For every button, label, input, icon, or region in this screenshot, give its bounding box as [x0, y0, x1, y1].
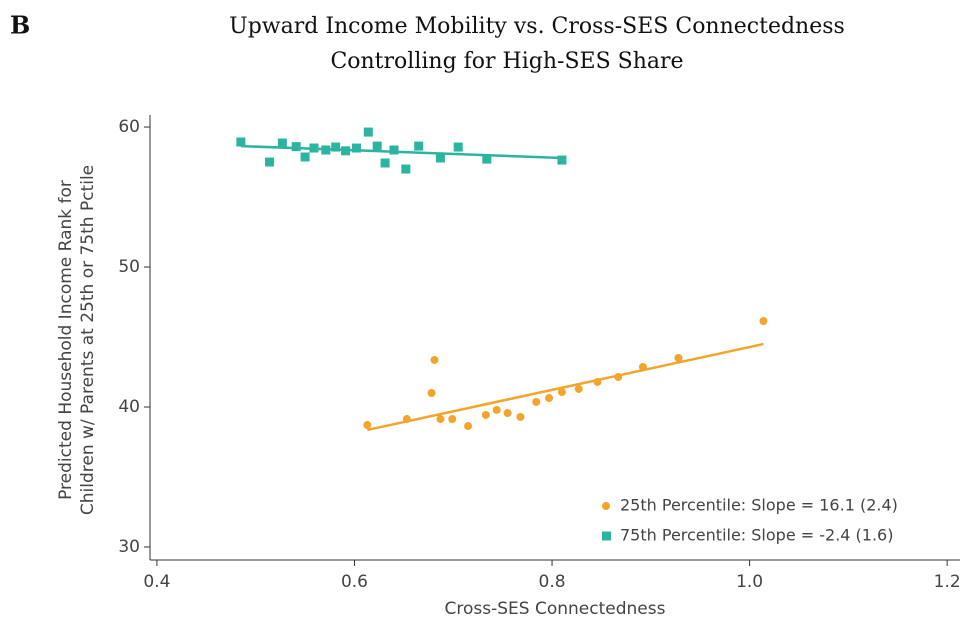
point: [593, 377, 602, 386]
point: [331, 142, 341, 152]
point: [614, 373, 623, 382]
point: [448, 415, 457, 424]
panel-label: B: [10, 11, 30, 40]
point: [638, 362, 647, 371]
point: [389, 145, 399, 155]
legend-label: 25th Percentile: Slope = 16.1 (2.4): [620, 496, 898, 515]
legend-label: 75th Percentile: Slope = -2.4 (1.6): [620, 526, 893, 545]
point: [532, 397, 541, 406]
y-tick-label: 50: [118, 257, 140, 277]
point: [557, 388, 566, 397]
chart-title: Upward Income Mobility vs. Cross-SES Con…: [229, 14, 845, 39]
point: [236, 137, 246, 147]
point: [351, 143, 361, 153]
x-tick-label: 0.8: [539, 572, 566, 592]
point: [265, 157, 275, 167]
point: [300, 152, 310, 162]
point: [759, 317, 768, 326]
x-tick-label: 0.4: [143, 572, 170, 592]
point: [363, 127, 373, 137]
point: [545, 394, 554, 403]
point: [401, 164, 411, 174]
point: [492, 405, 501, 414]
y-tick-label: 60: [118, 117, 140, 137]
point: [464, 422, 473, 431]
point: [309, 143, 319, 153]
point: [436, 415, 445, 424]
point: [481, 410, 490, 419]
x-tick-label: 1.0: [736, 572, 763, 592]
point: [402, 415, 411, 424]
point: [574, 384, 583, 393]
y-tick-label: 40: [118, 397, 140, 417]
point: [363, 421, 372, 430]
legend-marker: [602, 531, 611, 541]
point: [430, 355, 439, 364]
point: [372, 141, 382, 151]
point: [435, 153, 445, 163]
point: [674, 354, 683, 363]
fit-line: [367, 342, 764, 432]
point: [380, 158, 390, 168]
point: [321, 145, 331, 155]
x-tick-label: 0.6: [341, 572, 368, 592]
point: [482, 154, 492, 164]
point: [414, 141, 424, 151]
point: [557, 155, 567, 165]
point: [516, 412, 525, 421]
point: [341, 146, 351, 156]
y-axis-label: Children w/ Parents at 25th or 75th Pcti…: [78, 165, 98, 515]
point: [427, 389, 436, 398]
y-tick-label: 30: [118, 537, 140, 557]
x-tick-label: 1.2: [934, 572, 961, 592]
fit-line: [240, 144, 562, 160]
point: [277, 138, 287, 148]
point: [453, 142, 463, 152]
chart-subtitle: Controlling for High-SES Share: [330, 49, 683, 74]
point: [291, 142, 301, 152]
x-axis-label: Cross-SES Connectedness: [445, 599, 666, 619]
point: [503, 409, 512, 418]
y-axis-label: Predicted Household Income Rank for: [56, 180, 76, 500]
legend-marker: [602, 502, 610, 510]
